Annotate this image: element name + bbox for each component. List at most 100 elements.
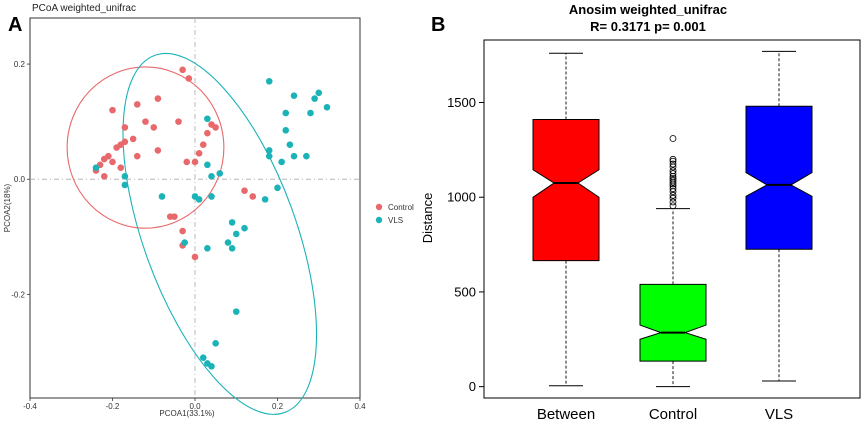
point-control	[212, 124, 219, 131]
pcoa-x-ticks: -0.4 -0.2 0.0 0.2 0.4	[23, 398, 366, 411]
point-control	[199, 141, 207, 148]
anosim-category-labels: Between Control VLS	[537, 406, 793, 423]
legend-control-label: Control	[388, 203, 414, 212]
outlier-point	[669, 194, 677, 202]
y-tick-label: 0	[469, 379, 476, 394]
point-vls	[265, 147, 273, 154]
point-control	[150, 124, 158, 131]
point-vls	[92, 164, 100, 171]
outlier-point	[669, 160, 677, 168]
point-control	[185, 75, 193, 82]
point-vls	[282, 126, 290, 134]
point-control	[195, 150, 203, 157]
pcoa-scatter-panel: PCoA weighted_unifrac -0.4 -0.2 0.0 0.2 0.4 …	[3, 3, 414, 418]
point-control	[179, 66, 186, 74]
box-body	[532, 119, 600, 262]
point-control	[179, 227, 186, 235]
point-vls	[265, 78, 273, 85]
x-tick-label: -0.2	[106, 402, 120, 411]
point-vls	[121, 181, 129, 189]
point-vls	[212, 340, 219, 347]
point-control	[109, 158, 116, 166]
point-control	[154, 147, 162, 154]
point-control	[204, 129, 211, 137]
point-vls	[232, 230, 240, 238]
outlier-point	[669, 170, 677, 177]
outlier-point	[669, 198, 677, 206]
point-vls	[224, 239, 232, 246]
pcoa-title: PCoA weighted_unifrac	[32, 3, 136, 14]
ellipse-vls	[122, 52, 318, 415]
point-control	[133, 101, 141, 108]
y-tick-label: 500	[454, 284, 476, 299]
box-body	[639, 283, 707, 362]
category-label-vls: VLS	[765, 406, 793, 423]
pcoa-y-label: PCOA2(18%)	[3, 183, 12, 232]
box-body	[745, 105, 813, 250]
point-vls	[216, 170, 224, 177]
point-control	[113, 144, 120, 151]
outlier-point	[669, 202, 677, 210]
point-control	[100, 155, 108, 163]
box-vls	[745, 50, 813, 382]
y-tick-label: 1500	[447, 95, 476, 110]
point-vls	[303, 152, 310, 160]
outlier-point	[669, 191, 677, 199]
pcoa-zero-lines	[30, 18, 360, 398]
point-vls	[204, 115, 211, 123]
point-vls	[278, 158, 285, 166]
point-control	[191, 253, 199, 261]
outlier-point	[669, 155, 677, 163]
x-tick-label: 0.2	[272, 402, 284, 411]
point-control	[100, 173, 108, 180]
point-vls	[290, 152, 298, 160]
point-control	[109, 106, 116, 114]
point-vls	[311, 95, 318, 102]
anosim-boxplot-panel: Anosim weighted_unifrac R= 0.3171 p= 0.0…	[420, 2, 861, 423]
pcoa-x-label: PCOA1(33.1%)	[159, 409, 214, 418]
point-vls	[208, 193, 215, 200]
pcoa-points	[92, 66, 331, 370]
point-vls	[307, 109, 314, 117]
point-vls	[315, 89, 323, 97]
box-between	[532, 52, 600, 387]
point-vls	[228, 219, 236, 226]
point-vls	[286, 141, 294, 148]
point-vls	[204, 245, 211, 252]
category-label-control: Control	[649, 406, 697, 423]
panel-b-letter: B	[431, 14, 445, 36]
pcoa-ellipses	[66, 52, 318, 415]
outlier-point	[669, 176, 677, 184]
point-vls	[199, 354, 207, 361]
outlier-point	[669, 174, 677, 182]
point-control	[241, 187, 248, 195]
point-control	[121, 124, 129, 131]
anosim-title: Anosim weighted_unifrac	[569, 2, 727, 17]
outlier-point	[669, 157, 677, 165]
y-tick-label: 0.0	[14, 175, 26, 184]
outlier-point	[669, 167, 677, 175]
point-control	[249, 193, 257, 200]
anosim-boxes	[532, 50, 813, 388]
point-vls	[241, 224, 248, 232]
pcoa-y-ticks: -0.2 0.0 0.2	[11, 60, 30, 299]
point-vls	[265, 152, 273, 160]
point-control	[129, 135, 137, 143]
point-control	[154, 95, 162, 102]
y-tick-label: -0.2	[11, 290, 25, 299]
point-control	[117, 164, 125, 171]
y-tick-label: 1000	[447, 190, 476, 205]
legend-control-marker	[375, 203, 383, 211]
point-vls	[290, 92, 298, 100]
point-vls	[232, 308, 240, 315]
y-tick-label: 0.2	[14, 60, 26, 69]
point-control	[133, 152, 141, 160]
point-vls	[208, 173, 215, 180]
point-control	[166, 213, 174, 220]
point-vls	[274, 184, 281, 192]
point-vls	[323, 103, 331, 111]
box-control	[639, 135, 707, 388]
legend-vls-marker	[375, 216, 383, 224]
panel-a-letter: A	[8, 14, 22, 36]
